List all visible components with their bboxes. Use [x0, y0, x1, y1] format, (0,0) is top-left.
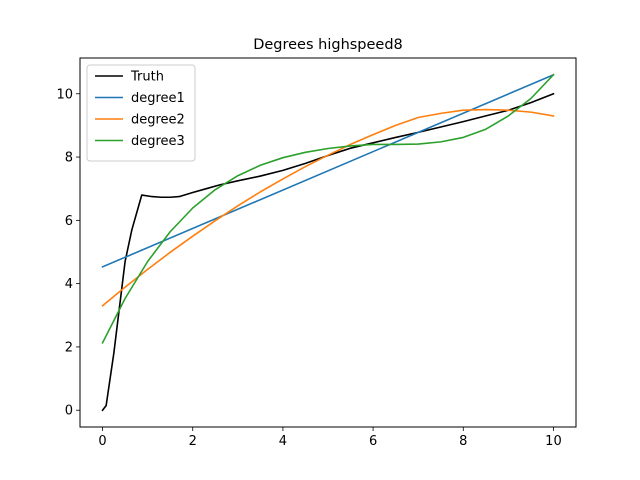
legend: Truth degree1 degree2 degree3 [86, 64, 196, 162]
legend-label-degree3: degree3 [131, 134, 185, 149]
y-tick-label: 8 [65, 151, 73, 166]
x-tick-label: 4 [279, 434, 287, 449]
series-line-degree1 [101, 73, 555, 268]
series-line-degree2 [101, 108, 555, 307]
legend-box [86, 64, 196, 162]
series-line-truth [101, 92, 555, 412]
x-axis: 0 2 4 6 8 10 [98, 427, 562, 449]
chart-title: Degrees highspeed8 [253, 37, 403, 53]
series-line-degree3 [101, 73, 555, 344]
x-tick-label: 6 [369, 434, 377, 449]
y-axis: 0 2 4 6 8 10 [56, 87, 80, 419]
series-layer [101, 73, 555, 412]
y-tick-label: 0 [65, 404, 73, 419]
y-tick-label: 4 [65, 277, 73, 292]
y-tick-label: 10 [56, 87, 73, 102]
x-tick-label: 2 [189, 434, 197, 449]
plot-frame [79, 57, 577, 428]
legend-label-degree2: degree2 [131, 113, 185, 128]
legend-label-degree1: degree1 [131, 91, 185, 106]
y-tick-label: 2 [65, 340, 73, 355]
x-tick-label: 0 [98, 434, 106, 449]
x-tick-label: 10 [545, 434, 562, 449]
legend-label-truth: Truth [130, 70, 164, 85]
y-tick-label: 6 [65, 214, 73, 229]
x-tick-label: 8 [459, 434, 467, 449]
